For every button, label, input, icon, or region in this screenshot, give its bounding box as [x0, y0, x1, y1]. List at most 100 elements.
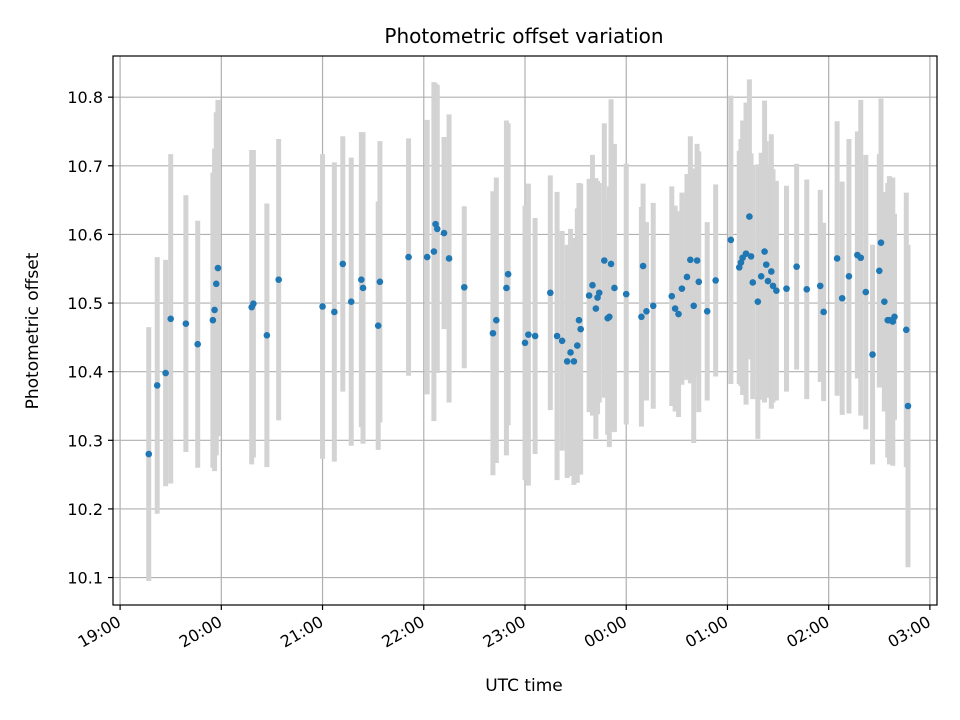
- data-point: [592, 305, 600, 312]
- data-point: [445, 255, 453, 262]
- data-point: [607, 260, 615, 268]
- chart-title: Photometric offset variation: [384, 24, 663, 48]
- data-point: [433, 225, 441, 233]
- data-point: [764, 277, 772, 285]
- data-point: [816, 282, 824, 290]
- data-point: [754, 298, 762, 305]
- data-point: [182, 320, 190, 327]
- data-point: [695, 278, 703, 286]
- y-tick-label: 10.6: [67, 225, 103, 244]
- data-point: [547, 289, 554, 297]
- data-point: [504, 270, 512, 278]
- data-point: [712, 277, 719, 284]
- data-point: [589, 281, 596, 289]
- data-point: [803, 286, 811, 293]
- data-point: [460, 283, 468, 291]
- data-point: [358, 276, 365, 284]
- data-point: [595, 289, 603, 297]
- data-point: [773, 287, 780, 294]
- data-point: [757, 272, 765, 280]
- data-point: [162, 369, 169, 377]
- data-point: [214, 264, 222, 272]
- data-point: [668, 292, 676, 300]
- data-point: [331, 308, 338, 316]
- data-point: [742, 250, 750, 257]
- data-point: [746, 213, 753, 220]
- data-point: [793, 263, 800, 270]
- data-point: [622, 290, 630, 298]
- data-point: [563, 358, 571, 365]
- data-point: [359, 284, 367, 292]
- data-point: [769, 282, 777, 290]
- y-tick-label: 10.8: [67, 88, 103, 107]
- data-point: [683, 273, 691, 281]
- x-axis-label: UTC time: [485, 676, 563, 696]
- data-point: [194, 340, 201, 348]
- data-point: [376, 278, 384, 286]
- data-point: [553, 332, 561, 340]
- data-point: [575, 316, 583, 324]
- data-point: [862, 288, 870, 296]
- data-point: [671, 305, 679, 312]
- data-point: [531, 332, 539, 340]
- data-point: [585, 292, 593, 299]
- data-point: [762, 261, 770, 268]
- data-point: [275, 276, 282, 284]
- data-point: [211, 306, 218, 314]
- data-point: [503, 284, 510, 292]
- data-point: [489, 329, 497, 337]
- data-point: [838, 294, 846, 302]
- data-point: [167, 315, 175, 323]
- data-point: [574, 342, 581, 349]
- data-point: [902, 326, 910, 334]
- data-point: [423, 253, 431, 261]
- data-point: [212, 280, 220, 288]
- data-point: [638, 313, 645, 321]
- data-point: [869, 351, 876, 358]
- data-point: [430, 248, 438, 255]
- data-point: [153, 382, 161, 389]
- data-point: [747, 253, 755, 260]
- data-point: [440, 229, 448, 237]
- data-point: [727, 236, 735, 244]
- data-point: [833, 255, 841, 262]
- data-point: [749, 279, 757, 286]
- data-point: [374, 322, 382, 329]
- data-point: [606, 313, 613, 321]
- data-point: [570, 358, 578, 365]
- data-point: [904, 402, 912, 410]
- data-point: [209, 316, 217, 324]
- y-tick-label: 10.2: [67, 500, 103, 519]
- data-point: [675, 310, 682, 318]
- data-point: [649, 302, 657, 310]
- data-point: [643, 307, 650, 315]
- data-point: [577, 325, 584, 333]
- data-point: [678, 285, 686, 292]
- y-tick-label: 10.5: [67, 294, 103, 313]
- data-points: [145, 213, 912, 458]
- data-point: [768, 268, 775, 275]
- y-tick-label: 10.4: [67, 363, 103, 382]
- data-point: [558, 337, 566, 345]
- data-point: [263, 332, 271, 339]
- data-point: [405, 253, 412, 261]
- data-point: [493, 316, 500, 324]
- y-tick-label: 10.1: [67, 569, 103, 588]
- data-point: [761, 248, 768, 255]
- data-point: [845, 272, 853, 280]
- data-point: [693, 257, 701, 264]
- data-point: [567, 349, 574, 356]
- y-axis-label: Photometric offset: [23, 252, 43, 409]
- y-tick-label: 10.7: [67, 157, 103, 176]
- data-point: [250, 300, 257, 308]
- data-point: [525, 331, 532, 338]
- data-point: [886, 316, 893, 324]
- data-point: [891, 313, 898, 321]
- data-point: [687, 256, 694, 264]
- data-point: [857, 254, 865, 262]
- data-point: [690, 302, 698, 310]
- data-point: [639, 262, 647, 270]
- data-point: [877, 239, 885, 246]
- data-point: [600, 257, 608, 264]
